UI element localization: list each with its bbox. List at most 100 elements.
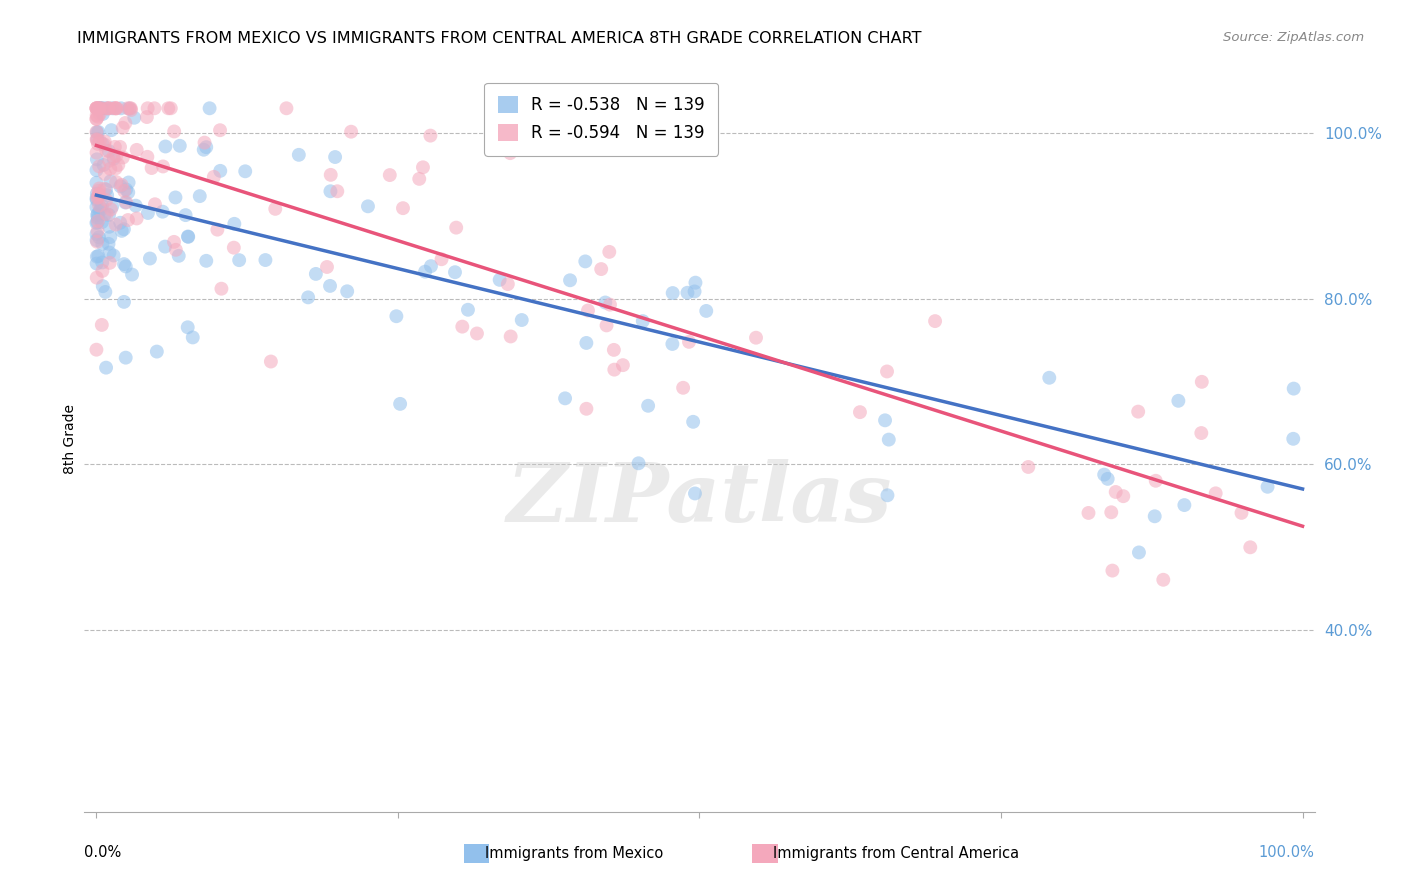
Point xyxy=(86,101,108,115)
Point xyxy=(91,264,114,278)
Point xyxy=(169,138,191,153)
Point xyxy=(86,193,108,207)
Point xyxy=(89,181,111,195)
Point xyxy=(93,158,115,172)
Point xyxy=(86,270,108,285)
Point xyxy=(96,193,118,207)
Point xyxy=(1128,545,1150,559)
Text: IMMIGRANTS FROM MEXICO VS IMMIGRANTS FROM CENTRAL AMERICA 8TH GRADE CORRELATION : IMMIGRANTS FROM MEXICO VS IMMIGRANTS FRO… xyxy=(77,31,922,46)
Point xyxy=(125,199,148,213)
Point xyxy=(1077,506,1099,520)
Point xyxy=(115,182,138,196)
Point xyxy=(444,220,467,235)
Point xyxy=(357,199,380,213)
Point xyxy=(120,101,142,115)
Point xyxy=(163,124,186,138)
Point xyxy=(98,219,121,234)
Point xyxy=(87,187,110,202)
Point xyxy=(457,302,479,317)
Point xyxy=(207,222,229,236)
Point xyxy=(159,101,181,115)
Point xyxy=(378,168,401,182)
Point xyxy=(117,101,139,115)
Point xyxy=(326,184,349,198)
Point xyxy=(510,313,533,327)
Point xyxy=(1112,489,1135,503)
Text: Immigrants from Central America: Immigrants from Central America xyxy=(773,847,1019,861)
Point xyxy=(94,360,117,375)
Point xyxy=(488,273,510,287)
Point xyxy=(98,101,121,115)
Point xyxy=(167,249,190,263)
Point xyxy=(86,256,108,270)
Point xyxy=(91,255,114,269)
Point xyxy=(89,134,111,148)
Point xyxy=(465,326,488,341)
Point xyxy=(1038,370,1060,384)
Point xyxy=(695,304,717,318)
Point xyxy=(419,128,441,143)
Point xyxy=(599,298,621,312)
Point xyxy=(105,148,128,162)
Point xyxy=(1189,425,1212,440)
Point xyxy=(87,136,110,151)
Point xyxy=(96,101,118,115)
Point xyxy=(153,239,176,253)
Point xyxy=(195,140,218,154)
Point xyxy=(86,215,108,229)
Point xyxy=(89,101,111,115)
Point xyxy=(91,236,114,251)
Point xyxy=(1239,541,1261,555)
Point xyxy=(100,174,122,188)
Point xyxy=(683,486,706,500)
Point xyxy=(97,236,120,251)
Point xyxy=(104,101,127,115)
Point xyxy=(165,243,187,257)
Point xyxy=(86,208,108,222)
Point xyxy=(86,250,108,264)
Point xyxy=(107,158,129,172)
Point xyxy=(319,168,342,182)
Point xyxy=(111,224,134,238)
Point xyxy=(114,195,136,210)
Point xyxy=(86,343,108,357)
Point xyxy=(87,211,110,225)
Point xyxy=(598,244,620,259)
Legend: R = -0.538   N = 139, R = -0.594   N = 139: R = -0.538 N = 139, R = -0.594 N = 139 xyxy=(484,83,718,156)
Point xyxy=(110,178,132,192)
Point xyxy=(120,103,142,117)
Point xyxy=(89,203,111,218)
Point xyxy=(139,252,162,266)
Point xyxy=(661,337,683,351)
Point xyxy=(94,285,117,299)
Point xyxy=(195,253,218,268)
Point xyxy=(86,176,108,190)
Point xyxy=(104,161,127,176)
Point xyxy=(112,222,135,236)
Point xyxy=(104,218,127,232)
Point xyxy=(96,188,118,202)
Point xyxy=(496,277,519,291)
Point xyxy=(121,268,143,282)
Text: Source: ZipAtlas.com: Source: ZipAtlas.com xyxy=(1223,31,1364,45)
Point xyxy=(682,415,704,429)
Point xyxy=(202,169,225,184)
Point xyxy=(392,201,415,215)
Point xyxy=(118,101,141,115)
Point xyxy=(86,112,108,126)
Point xyxy=(637,399,659,413)
Point xyxy=(288,148,311,162)
Point xyxy=(110,216,132,230)
Point xyxy=(873,413,896,427)
Point xyxy=(177,320,200,334)
Point xyxy=(98,153,121,168)
Point xyxy=(1282,432,1305,446)
Point xyxy=(98,161,121,176)
Point xyxy=(136,101,159,115)
Point xyxy=(141,161,163,175)
Point xyxy=(86,227,108,241)
Point xyxy=(627,456,650,470)
Point xyxy=(91,107,114,121)
Point xyxy=(86,224,108,238)
Point xyxy=(91,101,114,115)
